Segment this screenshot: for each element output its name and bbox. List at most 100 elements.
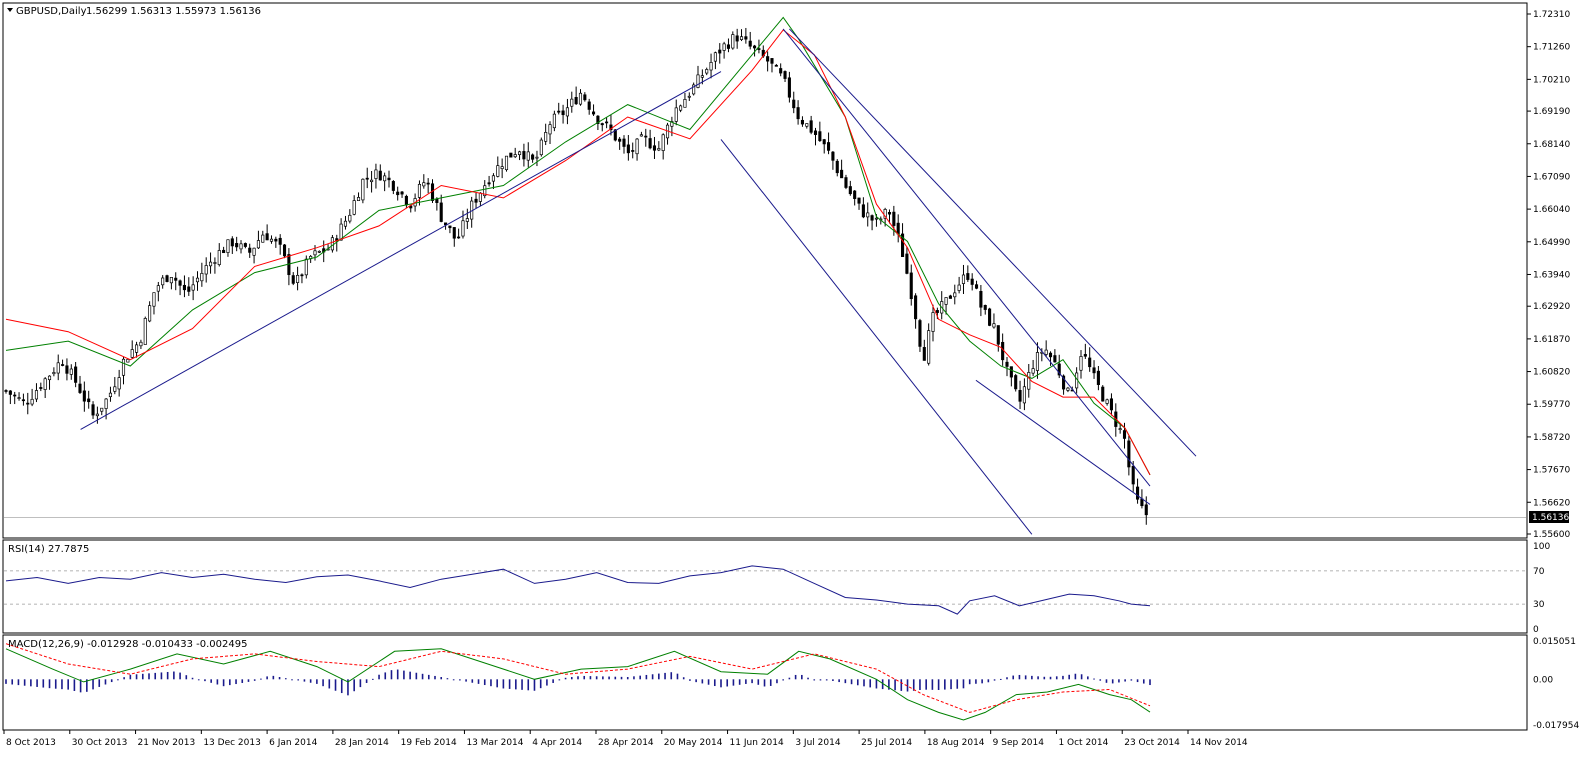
candle (783, 70, 787, 83)
macd-bar (919, 679, 921, 690)
candle-body (892, 211, 896, 226)
candle-body (1096, 370, 1100, 385)
candle (578, 89, 583, 106)
candle (204, 257, 208, 283)
candle (1048, 351, 1053, 366)
macd-bar (813, 679, 816, 681)
price-tick-label: 1.71260 (1533, 43, 1570, 53)
candle (718, 43, 722, 64)
macd-bar (42, 679, 45, 688)
candle-body (931, 312, 935, 332)
candle-body (587, 101, 591, 110)
candle-body (992, 323, 996, 328)
macd-bar (1012, 675, 1015, 680)
candle (1131, 461, 1135, 492)
trendline (782, 28, 1151, 487)
candle (827, 132, 831, 155)
candle (130, 340, 134, 359)
candle (69, 364, 73, 380)
macd-bar (1031, 675, 1033, 680)
candle-body (705, 69, 709, 74)
candle-body (748, 40, 752, 47)
candle (100, 407, 104, 416)
price-tick-label: 1.63940 (1533, 270, 1570, 280)
candle-body (1031, 368, 1035, 374)
candle-body (182, 284, 186, 291)
candle-body (857, 197, 861, 204)
candle-body (47, 375, 52, 381)
macd-bar (266, 676, 268, 680)
candle (474, 192, 478, 209)
candle (805, 123, 809, 129)
candle (21, 393, 25, 406)
candle-body (378, 170, 382, 181)
candle-body (365, 177, 369, 180)
candle (4, 389, 8, 394)
candle (500, 158, 504, 179)
candle-body (161, 277, 165, 286)
macd-bar (558, 679, 561, 681)
candle-body (465, 218, 469, 222)
macd-bar (1049, 676, 1052, 680)
candle (143, 316, 147, 345)
candle-body (422, 182, 426, 187)
candle-body (65, 365, 69, 374)
macd-bar (962, 679, 965, 689)
candle (1031, 359, 1035, 377)
candle (17, 392, 21, 401)
candle (561, 104, 565, 124)
candle-body (966, 273, 970, 280)
macd-bar (751, 679, 753, 684)
candle-body (657, 148, 661, 151)
macd-tick-label: 0.00 (1533, 675, 1553, 685)
candle-body (518, 151, 522, 156)
macd-bar (539, 679, 542, 689)
candle (169, 277, 173, 290)
candle (1053, 349, 1057, 363)
candle (391, 180, 395, 195)
price-tick-label: 1.72310 (1533, 10, 1570, 20)
macd-bar (1149, 679, 1151, 686)
x-tick-label: 28 Apr 2014 (598, 738, 654, 748)
candle-body (1088, 357, 1092, 368)
current-price-badge: 1.56136 (1529, 511, 1569, 523)
candle-body (457, 236, 461, 239)
candle (82, 381, 86, 412)
macd-bar (291, 679, 293, 681)
candle-body (69, 368, 73, 375)
candle-body (13, 394, 17, 397)
macd-bar (763, 679, 766, 687)
macd-bar (427, 674, 430, 680)
candle-body (1009, 366, 1013, 378)
candle (927, 323, 931, 366)
candle-body (639, 134, 643, 137)
candle (705, 67, 709, 76)
macd-bar (595, 676, 598, 680)
candle-body (609, 124, 613, 131)
candle-body (1140, 498, 1144, 507)
macd-bar (950, 679, 952, 690)
macd-bar (633, 676, 635, 680)
dropdown-triangle-icon[interactable] (7, 8, 13, 12)
macd-bar (726, 679, 729, 687)
candle (622, 135, 626, 154)
candle-body (348, 214, 352, 222)
candle-body (1127, 440, 1131, 468)
candle (95, 406, 99, 424)
macd-bar (148, 673, 150, 680)
candle-body (596, 115, 600, 124)
candle (91, 401, 95, 419)
candle-body (239, 243, 243, 250)
candle (870, 214, 874, 231)
candle-body (261, 234, 265, 243)
price-tick-label: 1.59770 (1533, 400, 1570, 410)
macd-bar (67, 679, 69, 690)
macd-bar (98, 679, 101, 687)
candle (552, 110, 556, 132)
macd-bar (639, 675, 641, 680)
candle-body (339, 223, 343, 241)
candle-body (544, 132, 548, 142)
candle (631, 142, 635, 159)
macd-bar (825, 679, 828, 681)
candle-body (409, 205, 413, 209)
